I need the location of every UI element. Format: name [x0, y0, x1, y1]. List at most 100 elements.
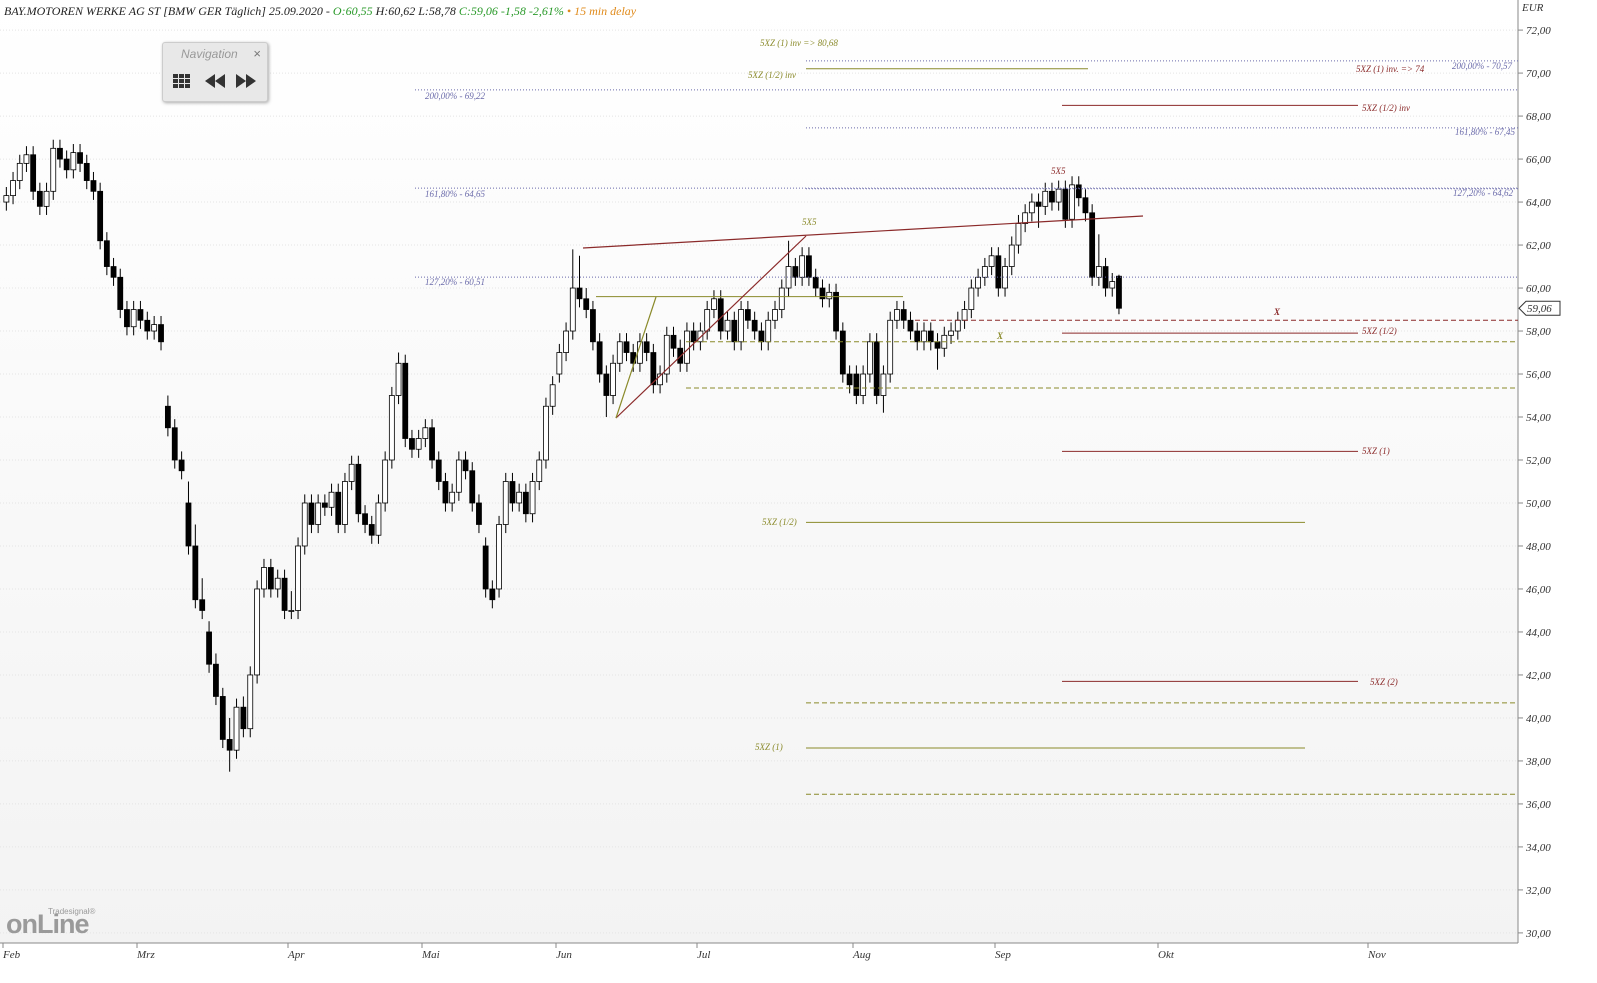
- candle-body: [839, 330, 846, 375]
- y-tick-label: 70,00: [1526, 68, 1551, 80]
- candle-body: [954, 319, 961, 332]
- candle-body: [765, 319, 772, 343]
- candle-body: [650, 352, 657, 386]
- candle-body: [961, 309, 968, 321]
- candle-body: [657, 373, 663, 386]
- candle-body: [415, 438, 422, 450]
- candle-body: [288, 610, 295, 612]
- unit-label: EUR: [1521, 2, 1544, 14]
- level-label: 161,80% - 67,45: [1455, 127, 1515, 137]
- candle-body: [137, 309, 144, 321]
- candle-body: [778, 287, 785, 310]
- candle-body: [36, 190, 43, 207]
- x-tick-label: Mai: [421, 949, 440, 961]
- level-label: 5XZ (1/2) inv: [748, 70, 796, 80]
- y-tick-label: 34,00: [1525, 842, 1551, 854]
- candle-body: [934, 341, 941, 349]
- candle-body: [509, 481, 516, 504]
- candle-body: [178, 459, 185, 472]
- level-label: 127,20% - 64,62: [1453, 188, 1513, 198]
- candle-body: [97, 190, 104, 242]
- candle-body: [158, 324, 164, 343]
- candle-body: [23, 154, 30, 164]
- candle-body: [151, 324, 158, 332]
- candle-body: [1055, 188, 1062, 203]
- candle-body: [130, 309, 137, 328]
- candle-body: [482, 545, 489, 590]
- candle-body: [90, 180, 97, 192]
- candle-body: [267, 567, 274, 590]
- x-tick-label: Okt: [1158, 949, 1175, 961]
- candle-body: [43, 190, 50, 207]
- candle-body: [549, 384, 556, 407]
- navigation-title: Navigation: [181, 47, 238, 61]
- candle-body: [663, 334, 670, 375]
- y-tick-label: 40,00: [1526, 713, 1551, 725]
- candle-body: [873, 341, 880, 396]
- candle-body: [610, 362, 616, 396]
- x-tick-label: Apr: [287, 949, 305, 961]
- candle-body: [10, 180, 16, 197]
- y-tick-label: 46,00: [1526, 584, 1551, 596]
- navigation-widget[interactable]: Navigation ×: [162, 42, 268, 102]
- y-tick-label: 38,00: [1525, 756, 1551, 768]
- last-price-marker: [1518, 300, 1561, 316]
- candle-body: [556, 352, 563, 375]
- candle-body: [117, 276, 124, 310]
- candle-body: [226, 739, 233, 751]
- candle-body: [948, 330, 954, 336]
- candle-body: [1069, 184, 1075, 220]
- candle-body: [1116, 275, 1122, 309]
- candle-body: [833, 291, 839, 332]
- candle-body: [315, 502, 322, 525]
- candle-body: [921, 330, 927, 343]
- candle-body: [1049, 190, 1055, 203]
- forward-button[interactable]: [236, 74, 256, 88]
- candle-body: [738, 309, 744, 343]
- candle-body: [240, 706, 247, 730]
- y-tick-label: 60,00: [1526, 283, 1551, 295]
- candle-body: [690, 330, 697, 343]
- level-label: 161,80% - 64,65: [425, 189, 485, 199]
- candle-body: [792, 266, 799, 278]
- candle-body: [301, 502, 308, 547]
- candle-body: [442, 481, 449, 504]
- last-price-label: 59,06: [1527, 303, 1552, 315]
- candle-body: [772, 309, 778, 321]
- chart-header: BAY.MOTOREN WERKE AG ST [BMW GER Täglich…: [4, 4, 637, 18]
- candle-body: [529, 481, 536, 515]
- candle-body: [199, 599, 206, 611]
- candle-body: [867, 341, 873, 375]
- annotation: X: [996, 331, 1004, 341]
- candle-body: [1075, 184, 1082, 199]
- level-label: 5XZ (1/2): [1362, 326, 1397, 336]
- y-tick-label: 54,00: [1526, 412, 1551, 424]
- candle-body: [362, 513, 368, 525]
- candle-body: [853, 373, 860, 396]
- grid-button[interactable]: [173, 74, 190, 88]
- candle-body: [3, 195, 10, 203]
- candle-body: [77, 152, 83, 164]
- annotation: 5X5: [1051, 166, 1066, 176]
- candle-body: [860, 373, 867, 396]
- y-tick-label: 68,00: [1526, 111, 1551, 123]
- candle-body: [590, 309, 596, 343]
- level-label: 5XZ (1): [1362, 446, 1390, 456]
- candle-body: [355, 463, 362, 515]
- candle-body: [569, 287, 576, 332]
- candle-body: [335, 491, 342, 525]
- logo-brand: Tradesignal®: [48, 907, 96, 916]
- candle-body: [435, 459, 442, 482]
- trend-line: [582, 215, 1144, 249]
- rewind-button[interactable]: [205, 74, 225, 88]
- candle-body: [375, 502, 382, 536]
- candle-body: [880, 373, 887, 396]
- candle-body: [704, 309, 711, 332]
- close-button[interactable]: ×: [253, 46, 261, 61]
- candle-body: [1015, 223, 1022, 246]
- candle-body: [219, 696, 226, 740]
- header-part: • 15 min delay: [567, 4, 637, 18]
- candle-body: [1089, 212, 1096, 278]
- candle-body: [907, 319, 914, 332]
